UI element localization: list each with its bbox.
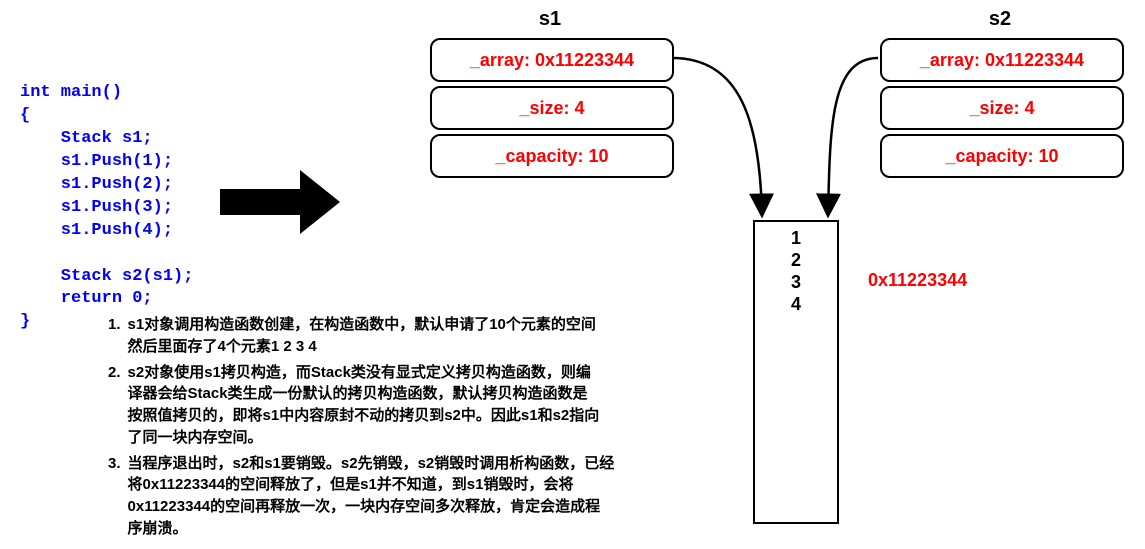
explanation-line: 按照值拷贝的，即将s1中内容原封不动的拷贝到s2中。因此s1和s2指向 <box>128 405 615 427</box>
memory-value: 3 <box>755 272 837 293</box>
s1-size-field: _size: 4 <box>430 86 674 130</box>
code-block: int main() { Stack s1; s1.Push(1); s1.Pu… <box>20 82 193 334</box>
s2-title: s2 <box>880 8 1120 31</box>
explanation-number: 2. <box>107 361 125 450</box>
s2-capacity-field: _capacity: 10 <box>880 134 1124 178</box>
memory-value: 4 <box>755 294 837 315</box>
explanation-line: 译器会给Stack类生成一份默认的拷贝构造函数，默认拷贝构造函数是 <box>128 383 615 405</box>
explanation-list: 1. s1对象调用构造函数创建，在构造函数中，默认申请了10个元素的空间 然后里… <box>105 311 725 543</box>
memory-address-label: 0x11223344 <box>868 270 967 291</box>
s1-title: s1 <box>430 8 670 31</box>
s2-size-field: _size: 4 <box>880 86 1124 130</box>
explanation-line: 将0x11223344的空间释放了，但是s1并不知道，到s1销毁时，会将 <box>128 474 615 496</box>
s1-capacity-field: _capacity: 10 <box>430 134 674 178</box>
s2-array-field: _array: 0x11223344 <box>880 38 1124 82</box>
s1-array-field: _array: 0x11223344 <box>430 38 674 82</box>
explanation-number: 3. <box>107 452 125 541</box>
explanation-line: s1对象调用构造函数创建，在构造函数中，默认申请了10个元素的空间 <box>128 314 615 336</box>
memory-value: 1 <box>755 228 837 249</box>
explanation-line: 了同一块内存空间。 <box>128 427 615 449</box>
explanation-number: 1. <box>107 313 125 359</box>
explanation-line: 当程序退出时，s2和s1要销毁。s2先销毁，s2销毁时调用析构函数，已经 <box>128 453 615 475</box>
explanation-line: 然后里面存了4个元素1 2 3 4 <box>128 336 615 358</box>
memory-block: 1 2 3 4 <box>753 220 839 524</box>
explanation-line: 0x11223344的空间再释放一次，一块内存空间多次释放，肯定会造成程 <box>128 496 615 518</box>
memory-value: 2 <box>755 250 837 271</box>
explanation-line: s2对象使用s1拷贝构造，而Stack类没有显式定义拷贝构造函数，则编 <box>128 362 615 384</box>
explanation-line: 序崩溃。 <box>128 518 615 540</box>
